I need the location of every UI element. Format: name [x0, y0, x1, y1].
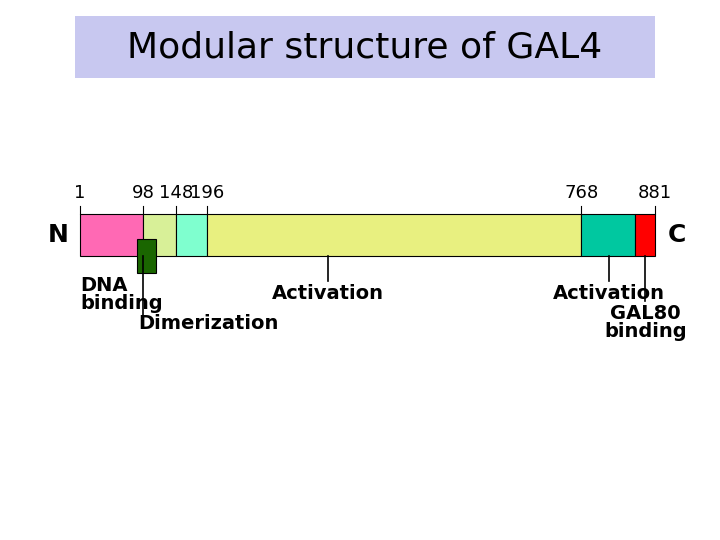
- Text: 881: 881: [638, 184, 672, 202]
- Text: Dimerization: Dimerization: [138, 314, 279, 333]
- Text: 768: 768: [564, 184, 598, 202]
- Text: Modular structure of GAL4: Modular structure of GAL4: [127, 30, 603, 64]
- Bar: [635, 214, 655, 256]
- Bar: [80, 214, 143, 256]
- Text: Activation: Activation: [553, 284, 665, 303]
- Text: binding: binding: [604, 322, 686, 341]
- Bar: [176, 214, 207, 256]
- Bar: [137, 239, 156, 273]
- Bar: [581, 214, 635, 256]
- Text: Activation: Activation: [271, 284, 384, 303]
- Text: N: N: [48, 223, 68, 247]
- Text: C: C: [668, 223, 686, 247]
- Bar: [207, 214, 581, 256]
- Text: GAL80: GAL80: [610, 304, 680, 323]
- Bar: [143, 214, 176, 256]
- Text: 148: 148: [159, 184, 193, 202]
- Text: 196: 196: [190, 184, 225, 202]
- Text: 1: 1: [74, 184, 86, 202]
- FancyBboxPatch shape: [75, 16, 655, 78]
- Text: DNA: DNA: [80, 276, 127, 295]
- Text: binding: binding: [80, 294, 163, 313]
- Text: 98: 98: [132, 184, 155, 202]
